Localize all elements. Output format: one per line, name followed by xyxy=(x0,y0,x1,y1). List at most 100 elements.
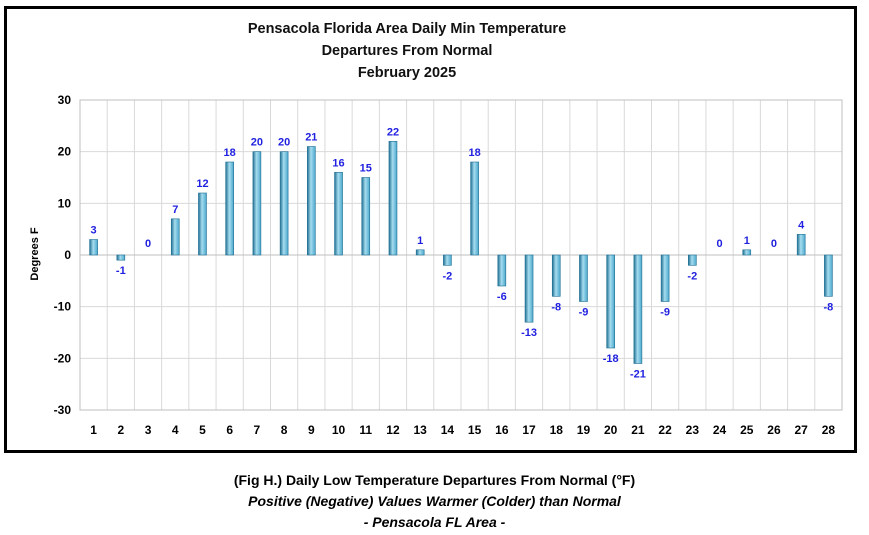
data-label: 20 xyxy=(278,137,290,149)
bar xyxy=(633,254,643,364)
chart-title-line-3: February 2025 xyxy=(358,65,456,81)
bar xyxy=(170,218,180,256)
data-label: 7 xyxy=(172,204,178,216)
bar xyxy=(742,249,752,256)
bar xyxy=(470,161,479,256)
data-label: -13 xyxy=(521,327,537,339)
bar xyxy=(551,254,561,297)
x-tick-label: 3 xyxy=(145,423,152,437)
x-tick-label: 4 xyxy=(172,423,179,437)
bar xyxy=(796,234,806,256)
data-label: 15 xyxy=(360,163,372,175)
bar xyxy=(116,254,126,261)
x-tick-label: 6 xyxy=(226,423,233,437)
y-axis-label: Degrees F xyxy=(29,227,41,280)
data-label: 16 xyxy=(332,157,344,169)
x-tick-label: 17 xyxy=(522,423,536,437)
data-label: 12 xyxy=(196,178,208,190)
data-label: 0 xyxy=(145,238,151,250)
bar xyxy=(198,192,207,256)
data-label: -9 xyxy=(660,307,670,319)
x-tick-label: 23 xyxy=(686,423,700,437)
bar xyxy=(279,151,289,256)
bar xyxy=(606,254,615,349)
y-tick-label: 10 xyxy=(58,196,72,210)
x-tick-label: 10 xyxy=(332,423,346,437)
bar xyxy=(524,254,534,323)
caption-line-2: Positive (Negative) Values Warmer (Colde… xyxy=(248,493,621,509)
data-label: -21 xyxy=(630,369,646,381)
x-tick-label: 15 xyxy=(468,423,482,437)
x-tick-label: 26 xyxy=(767,423,781,437)
x-tick-label: 1 xyxy=(90,423,97,437)
x-tick-label: 13 xyxy=(413,423,427,437)
data-label: 0 xyxy=(716,238,722,250)
data-label: 1 xyxy=(744,235,750,247)
x-tick-label: 19 xyxy=(577,423,591,437)
x-tick-label: 14 xyxy=(441,423,455,437)
data-label: 3 xyxy=(91,225,97,237)
data-label: 4 xyxy=(798,219,805,231)
x-tick-label: 16 xyxy=(495,423,509,437)
bar xyxy=(415,249,425,256)
x-tick-label: 11 xyxy=(359,423,372,437)
y-tick-label: 20 xyxy=(58,145,72,159)
bar xyxy=(252,151,262,256)
bar xyxy=(89,239,98,256)
x-tick-label: 12 xyxy=(386,423,400,437)
grid-layer xyxy=(79,99,843,411)
data-label: 1 xyxy=(417,235,423,247)
data-label: -6 xyxy=(497,291,507,303)
x-tick-label: 27 xyxy=(794,423,808,437)
data-label: 22 xyxy=(387,126,399,138)
y-tick-label: 0 xyxy=(64,248,71,262)
bar xyxy=(334,172,343,256)
bar xyxy=(660,254,670,302)
bar xyxy=(497,254,507,287)
bar xyxy=(361,177,371,256)
bar xyxy=(443,254,452,266)
data-label: -8 xyxy=(824,301,834,313)
bar xyxy=(579,254,588,302)
x-tick-label: 5 xyxy=(199,423,206,437)
bar xyxy=(824,254,833,297)
bar xyxy=(307,146,316,256)
data-label: -2 xyxy=(687,270,697,282)
data-label: 20 xyxy=(251,137,263,149)
x-tick-label: 18 xyxy=(550,423,564,437)
y-tick-label: -30 xyxy=(54,403,72,417)
figure-caption: (Fig H.) Daily Low Temperature Departure… xyxy=(0,470,869,533)
x-tick-label: 28 xyxy=(822,423,836,437)
data-label: -8 xyxy=(551,301,561,313)
chart-title-line-1: Pensacola Florida Area Daily Min Tempera… xyxy=(248,21,566,37)
x-tick-label: 20 xyxy=(604,423,618,437)
x-tick-label: 25 xyxy=(740,423,754,437)
data-label: -2 xyxy=(443,270,453,282)
data-label: -1 xyxy=(116,265,126,277)
x-tick-label: 8 xyxy=(281,423,288,437)
data-label: 18 xyxy=(468,147,480,159)
caption-line-3: - Pensacola FL Area - xyxy=(363,514,506,530)
x-tick-label: 2 xyxy=(117,423,124,437)
x-tick-label: 21 xyxy=(631,423,645,437)
x-tick-label: 7 xyxy=(254,423,261,437)
bar xyxy=(225,161,234,256)
bar xyxy=(688,254,697,266)
y-tick-label: 30 xyxy=(58,93,72,107)
y-tick-label: -10 xyxy=(54,300,72,314)
data-label-layer: 3 -1 0 7 12 18 20 20 21 16 15 22 1 -2 18 -6 -13 -8 -9 -18 -2… xyxy=(91,126,834,380)
x-tick-label: 22 xyxy=(658,423,672,437)
data-label: 18 xyxy=(224,147,236,159)
chart-svg: Pensacola Florida Area Daily Min Tempera… xyxy=(29,21,843,437)
chart-title-line-2: Departures From Normal xyxy=(322,43,493,59)
x-tick-label: 9 xyxy=(308,423,315,437)
data-label: -9 xyxy=(579,307,589,319)
bar-layer xyxy=(89,141,833,364)
x-tick-label: 24 xyxy=(713,423,727,437)
data-label: -18 xyxy=(603,353,619,365)
chart-frame: Pensacola Florida Area Daily Min Tempera… xyxy=(4,6,857,453)
caption-line-1: (Fig H.) Daily Low Temperature Departure… xyxy=(233,472,636,488)
data-label: 21 xyxy=(305,132,317,144)
data-label: 0 xyxy=(771,238,777,250)
